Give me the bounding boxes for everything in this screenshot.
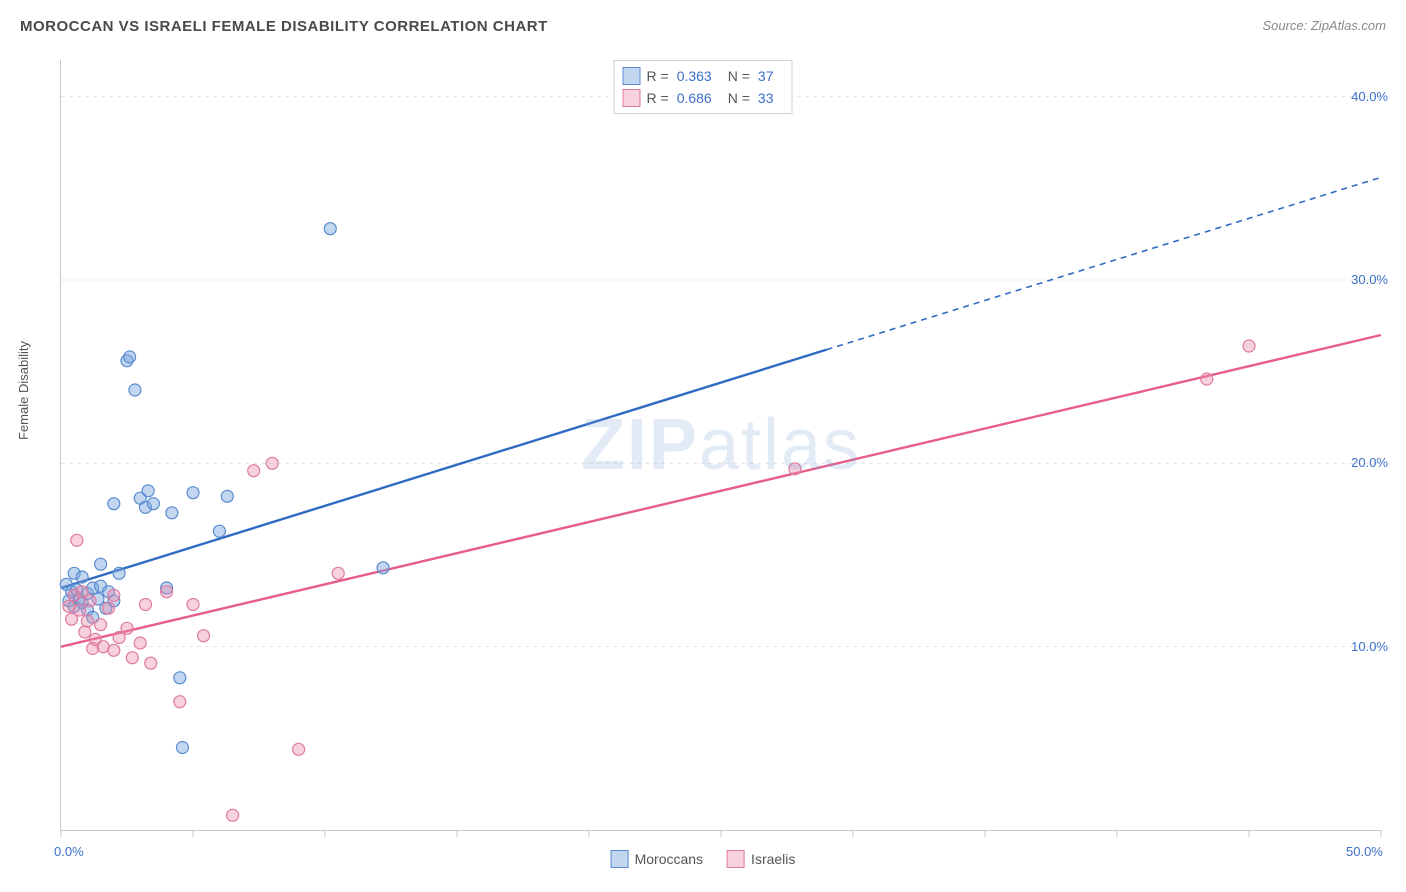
legend-stats-row: R = 0.686 N = 33 (623, 87, 784, 109)
chart-container: MOROCCAN VS ISRAELI FEMALE DISABILITY CO… (10, 10, 1396, 882)
r-label: R = (647, 90, 669, 106)
plot-area: ZIPatlas (60, 60, 1381, 831)
n-value: 33 (758, 90, 774, 106)
legend-label: Israelis (751, 851, 795, 867)
legend-item-israelis: Israelis (727, 850, 795, 868)
legend-swatch (611, 850, 629, 868)
y-tick-label: 10.0% (1351, 639, 1388, 654)
legend-swatch (623, 67, 641, 85)
r-value: 0.363 (677, 68, 712, 84)
n-label: N = (728, 90, 750, 106)
source-attribution: Source: ZipAtlas.com (1262, 18, 1386, 33)
x-tick-label: 50.0% (1346, 844, 1383, 859)
r-value: 0.686 (677, 90, 712, 106)
plot-svg (61, 60, 1381, 830)
y-tick-label: 30.0% (1351, 272, 1388, 287)
y-tick-label: 40.0% (1351, 89, 1388, 104)
legend-swatch (727, 850, 745, 868)
x-tick-label: 0.0% (54, 844, 84, 859)
n-label: N = (728, 68, 750, 84)
legend-stats: R = 0.363 N = 37 R = 0.686 N = 33 (614, 60, 793, 114)
legend-item-moroccans: Moroccans (611, 850, 703, 868)
y-tick-label: 20.0% (1351, 455, 1388, 470)
chart-title: MOROCCAN VS ISRAELI FEMALE DISABILITY CO… (20, 18, 548, 35)
source-name: ZipAtlas.com (1311, 18, 1386, 33)
legend-swatch (623, 89, 641, 107)
legend-stats-row: R = 0.363 N = 37 (623, 65, 784, 87)
y-axis-label: Female Disability (16, 341, 31, 440)
legend-label: Moroccans (635, 851, 703, 867)
n-value: 37 (758, 68, 774, 84)
r-label: R = (647, 68, 669, 84)
legend-series: Moroccans Israelis (611, 850, 796, 868)
source-prefix: Source: (1262, 18, 1310, 33)
